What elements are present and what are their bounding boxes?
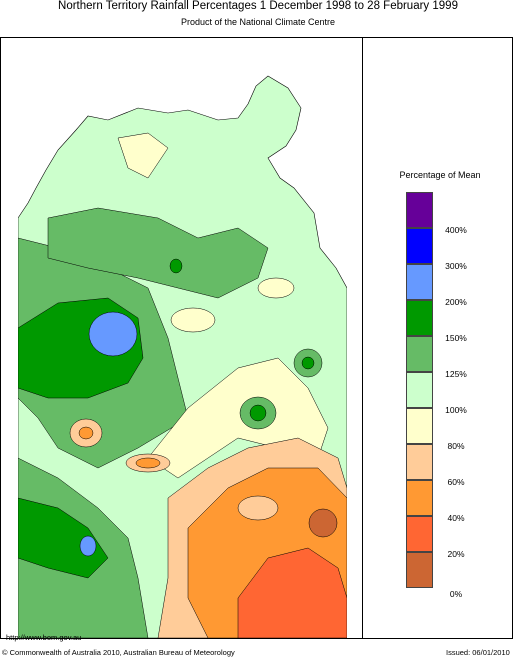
legend-label-125: 125% [445,369,467,379]
legend-label-20: 20% [447,549,465,559]
legend-label-60: 60% [447,477,465,487]
footer-issued: Issued: 06/01/2010 [446,648,510,657]
legend-swatch-8 [406,444,433,480]
zone-200-southwest [79,535,97,557]
legend-swatch-1 [406,192,433,228]
legend-swatch-9 [406,480,433,516]
map-subtitle: Product of the National Climate Centre [180,17,336,27]
legend-label-100: 100% [445,405,467,415]
legend-swatch-3 [406,264,433,300]
legend-swatch-2 [406,228,433,264]
footer-url[interactable]: http://www.bom.gov.au [6,633,82,642]
zone-125-north [47,207,269,299]
legend-swatch-5 [406,336,433,372]
zone-40-central-a [78,426,94,440]
legend-label-400: 400% [445,225,467,235]
legend-divider [362,37,363,639]
zone-150-east [249,404,267,422]
legend-swatch-10 [406,516,433,552]
legend-label-0: 0% [449,589,463,599]
legend-label-300: 300% [445,261,467,271]
map-title: Northern Territory Rainfall Percentages … [58,0,458,12]
legend-swatch-7 [406,408,433,444]
zone-80-centre-small [170,307,216,333]
rainfall-map [18,75,347,638]
footer-copyright: © Commonwealth of Australia 2010, Austra… [2,648,235,657]
legend-label-80: 80% [447,441,465,451]
zone-150-southwest [18,497,109,579]
zone-60-patch [237,495,279,521]
zone-200-west [88,311,138,357]
legend-swatch-11 [406,552,433,588]
zone-80-north-small [257,277,295,299]
legend-label-200: 200% [445,297,467,307]
legend-swatch-6 [406,372,433,408]
legend-label-150: 150% [445,333,467,343]
zone-150-north [169,258,183,274]
legend-label-40: 40% [447,513,465,523]
zone-20-southeast [237,547,347,638]
zone-150-northeast [301,356,315,370]
legend-swatch-4 [406,300,433,336]
zone-0-southeast [308,508,338,538]
legend-title: Percentage of Mean [399,170,481,180]
zone-40-central-b [135,457,161,469]
zone-80-north [117,132,169,179]
